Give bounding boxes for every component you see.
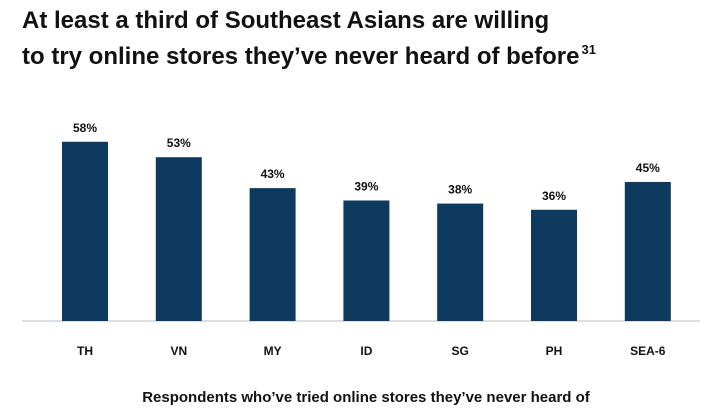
chart-title-line: to try online stores they’ve never heard…: [22, 42, 596, 70]
x-tick-label: VN: [170, 344, 187, 358]
x-tick-label: TH: [77, 344, 93, 358]
value-label: 39%: [354, 179, 378, 193]
bar: [62, 141, 108, 321]
x-axis-label: Respondents who’ve tried online stores t…: [142, 389, 591, 406]
x-tick-label: MY: [264, 344, 282, 358]
footnote-ref: 31: [581, 42, 595, 57]
bar: [343, 200, 390, 321]
bar: [249, 188, 296, 321]
bar: [155, 157, 202, 321]
value-label: 53%: [167, 136, 191, 150]
x-tick-label: PH: [546, 344, 563, 358]
value-label: 58%: [73, 121, 97, 135]
value-label: 36%: [542, 189, 566, 203]
value-label: 45%: [636, 161, 660, 175]
value-label: 38%: [448, 183, 472, 197]
value-label: 43%: [261, 167, 285, 181]
x-tick-label: ID: [360, 344, 372, 358]
bar: [624, 181, 671, 321]
chart-title-line: At least a third of Southeast Asians are…: [22, 7, 549, 34]
chart-title-line: to try online stores they’ve never heard…: [22, 43, 579, 70]
bar: [437, 203, 484, 321]
bar: [531, 209, 577, 321]
x-tick-label: SG: [452, 344, 469, 358]
x-tick-label: SEA-6: [630, 344, 666, 358]
